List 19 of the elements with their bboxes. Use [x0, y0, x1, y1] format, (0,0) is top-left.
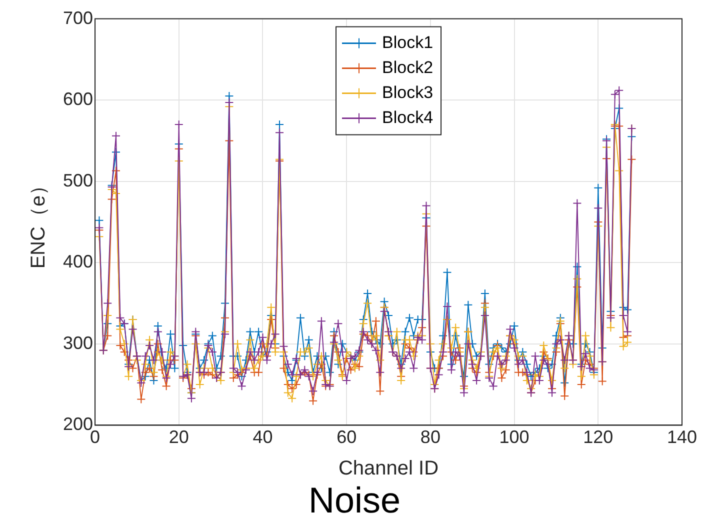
x-axis-title: Channel ID	[338, 457, 439, 480]
x-tick-label: 140	[666, 426, 698, 447]
legend-label: Block4	[382, 108, 434, 127]
x-tick-label: 60	[336, 426, 357, 447]
y-tick-label: 300	[62, 332, 94, 353]
legend-label: Block2	[382, 58, 434, 77]
y-axis-title: ENC（e）	[28, 175, 50, 269]
y-tick-label: 600	[62, 89, 94, 110]
text: Noise	[308, 479, 401, 520]
x-tick-label: 100	[499, 426, 530, 447]
y-tick-label: 700	[62, 8, 94, 28]
y-tick-label: 500	[62, 170, 94, 190]
legend-label: Block3	[382, 82, 434, 102]
legend-label: Block1	[382, 32, 434, 52]
x-tick-label: 40	[252, 426, 273, 447]
x-tick-label: 20	[168, 426, 189, 447]
x-tick-label: 80	[420, 426, 440, 447]
y-tick-label: 400	[62, 252, 94, 272]
x-tick-label: 120	[583, 426, 614, 447]
